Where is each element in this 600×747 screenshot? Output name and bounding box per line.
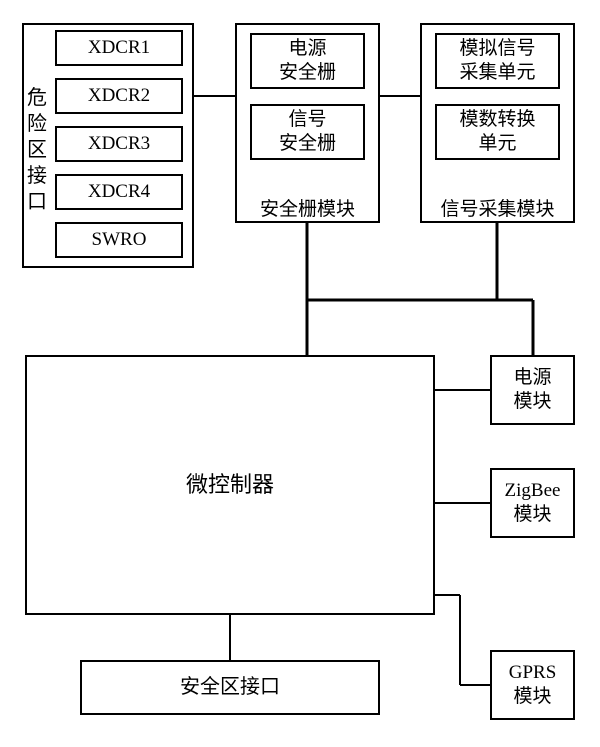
barrier-item-1: 信号 安全栅 bbox=[250, 104, 365, 160]
hazardous-interface-label: 危险区接口 bbox=[26, 50, 48, 250]
safe-interface-box: 安全区接口 bbox=[80, 660, 380, 715]
right-module-0: 电源 模块 bbox=[490, 355, 575, 425]
barrier-item-0: 电源 安全栅 bbox=[250, 33, 365, 89]
acq-item-1: 模数转换 单元 bbox=[435, 104, 560, 160]
right-module-2: GPRS 模块 bbox=[490, 650, 575, 720]
xdcr-box-2: XDCR3 bbox=[55, 126, 183, 162]
xdcr-box-1: XDCR2 bbox=[55, 78, 183, 114]
barrier-module-label: 安全栅模块 bbox=[235, 194, 380, 221]
xdcr-box-4: SWRO bbox=[55, 222, 183, 258]
mcu-box: 微控制器 bbox=[25, 355, 435, 615]
xdcr-box-0: XDCR1 bbox=[55, 30, 183, 66]
right-module-1: ZigBee 模块 bbox=[490, 468, 575, 538]
acq-item-0: 模拟信号 采集单元 bbox=[435, 33, 560, 89]
xdcr-box-3: XDCR4 bbox=[55, 174, 183, 210]
acq-module-label: 信号采集模块 bbox=[420, 194, 575, 221]
